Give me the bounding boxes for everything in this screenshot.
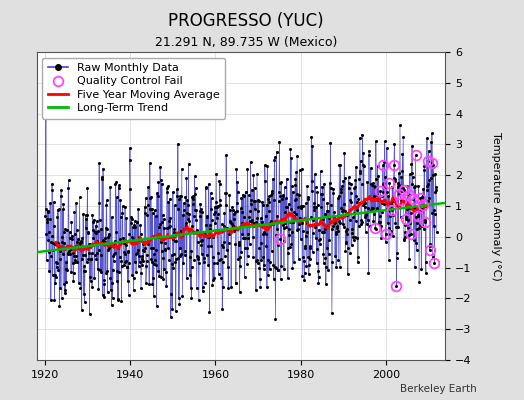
Y-axis label: Temperature Anomaly (°C): Temperature Anomaly (°C) [491,132,501,280]
Text: Berkeley Earth: Berkeley Earth [400,384,477,394]
Text: 21.291 N, 89.735 W (Mexico): 21.291 N, 89.735 W (Mexico) [155,36,337,49]
Legend: Raw Monthly Data, Quality Control Fail, Five Year Moving Average, Long-Term Tren: Raw Monthly Data, Quality Control Fail, … [42,58,225,119]
Text: PROGRESSO (YUC): PROGRESSO (YUC) [169,12,324,30]
